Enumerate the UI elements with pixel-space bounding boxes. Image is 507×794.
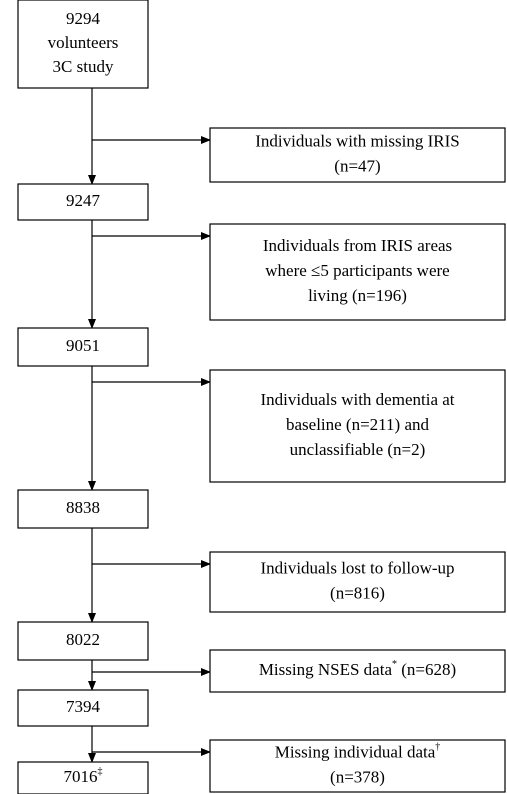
box-text-part: Missing individual data — [275, 742, 436, 761]
box-text-part: (n=628) — [397, 660, 456, 679]
count-box — [17, 689, 149, 727]
box-text: Individuals with dementia at — [260, 390, 454, 409]
box-text: Individuals from IRIS areas — [263, 236, 452, 255]
exclusion-box — [209, 369, 506, 483]
box-text-part: 7016 — [64, 767, 98, 786]
superscript: * — [392, 659, 397, 670]
count-box — [17, 761, 149, 794]
box-text: 7394 — [66, 697, 101, 716]
box-text: 8838 — [66, 498, 100, 517]
box-text: where ≤5 participants were — [265, 261, 449, 280]
exclusion-box — [209, 127, 506, 183]
exclusion-box — [209, 551, 506, 613]
box-text: 3C study — [53, 57, 114, 76]
count-box — [17, 489, 149, 529]
box-text: Individuals lost to follow-up — [260, 558, 454, 577]
box-text: unclassifiable (n=2) — [290, 440, 426, 459]
box-text: living (n=196) — [308, 286, 407, 305]
exclusion-box — [209, 739, 506, 793]
superscript: † — [435, 742, 440, 753]
count-box — [17, 183, 149, 221]
exclusion-box — [209, 223, 506, 321]
box-text: 8022 — [66, 630, 100, 649]
box-text: Individuals with missing IRIS — [255, 131, 459, 150]
exclusion-box — [209, 649, 506, 693]
box-text-part: Missing NSES data — [259, 660, 393, 679]
count-box — [17, 0, 149, 89]
count-box — [17, 621, 149, 661]
box-text: 9247 — [66, 191, 101, 210]
box-text: 7016‡ — [64, 766, 103, 786]
box-text: volunteers — [48, 33, 119, 52]
box-text: 9294 — [66, 9, 101, 28]
box-text: baseline (n=211) and — [286, 415, 430, 434]
box-text: 9051 — [66, 336, 100, 355]
box-text: (n=816) — [330, 583, 385, 602]
box-text: Missing NSES data* (n=628) — [259, 659, 456, 679]
count-box — [17, 327, 149, 367]
box-text: (n=378) — [330, 767, 385, 786]
box-text: (n=47) — [334, 156, 380, 175]
superscript: ‡ — [98, 766, 103, 777]
box-text: Missing individual data† — [275, 742, 441, 762]
